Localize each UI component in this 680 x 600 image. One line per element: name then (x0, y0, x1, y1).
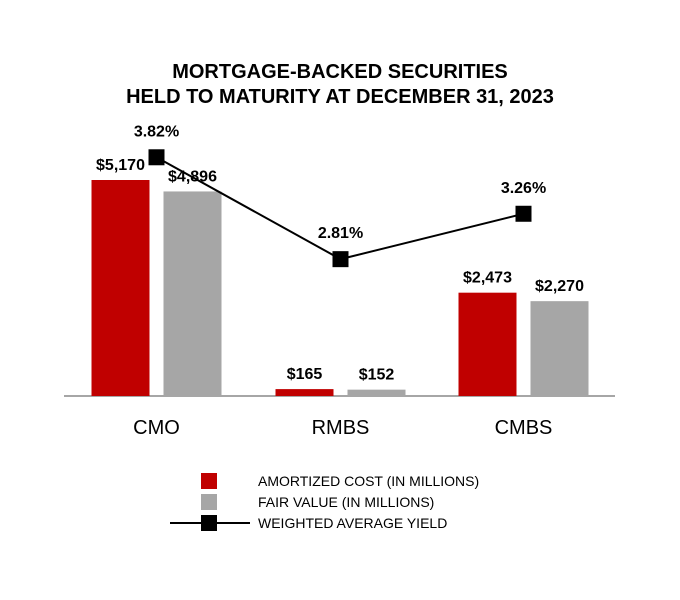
data-label-amortized-cost-cmo: $5,170 (96, 157, 145, 174)
bar-amortized-cost-rmbs (275, 389, 334, 396)
legend-label-amortized-cost: AMORTIZED COST (IN MILLIONS) (258, 473, 480, 489)
legend-marker-yield (201, 515, 217, 531)
yield-marker-rmbs (332, 251, 349, 268)
yield-label-cmbs: 3.26% (501, 180, 546, 197)
legend-swatch-fair-value (201, 494, 217, 510)
yield-label-cmo: 3.82% (134, 123, 179, 140)
data-label-amortized-cost-rmbs: $165 (287, 366, 323, 383)
yield-marker-cmbs (515, 205, 532, 222)
bar-fair-value-cmbs (530, 301, 589, 396)
data-label-fair-value-rmbs: $152 (359, 367, 395, 384)
chart-title-block: MORTGAGE-BACKED SECURITIES HELD TO MATUR… (0, 60, 680, 110)
yield-label-rmbs: 2.81% (318, 225, 363, 242)
bar-amortized-cost-cmo (91, 180, 150, 396)
legend-label-fair-value: FAIR VALUE (IN MILLIONS) (258, 494, 435, 510)
bar-fair-value-cmo (163, 191, 222, 396)
legend-swatch-amortized-cost (201, 473, 217, 489)
data-label-fair-value-cmbs: $2,270 (535, 278, 584, 295)
tick-label-cmbs: CMBS (495, 417, 553, 439)
tick-label-rmbs: RMBS (312, 417, 370, 439)
yield-marker-cmo (148, 149, 165, 166)
chart-subtitle: HELD TO MATURITY AT DECEMBER 31, 2023 (126, 86, 554, 108)
bar-fair-value-rmbs (347, 389, 406, 396)
chart-title: MORTGAGE-BACKED SECURITIES (172, 61, 508, 83)
legend-label-weighted-average-yield: WEIGHTED AVERAGE YIELD (258, 515, 448, 531)
data-label-amortized-cost-cmbs: $2,473 (463, 270, 512, 287)
tick-label-cmo: CMO (133, 417, 180, 439)
bar-amortized-cost-cmbs (458, 292, 517, 396)
